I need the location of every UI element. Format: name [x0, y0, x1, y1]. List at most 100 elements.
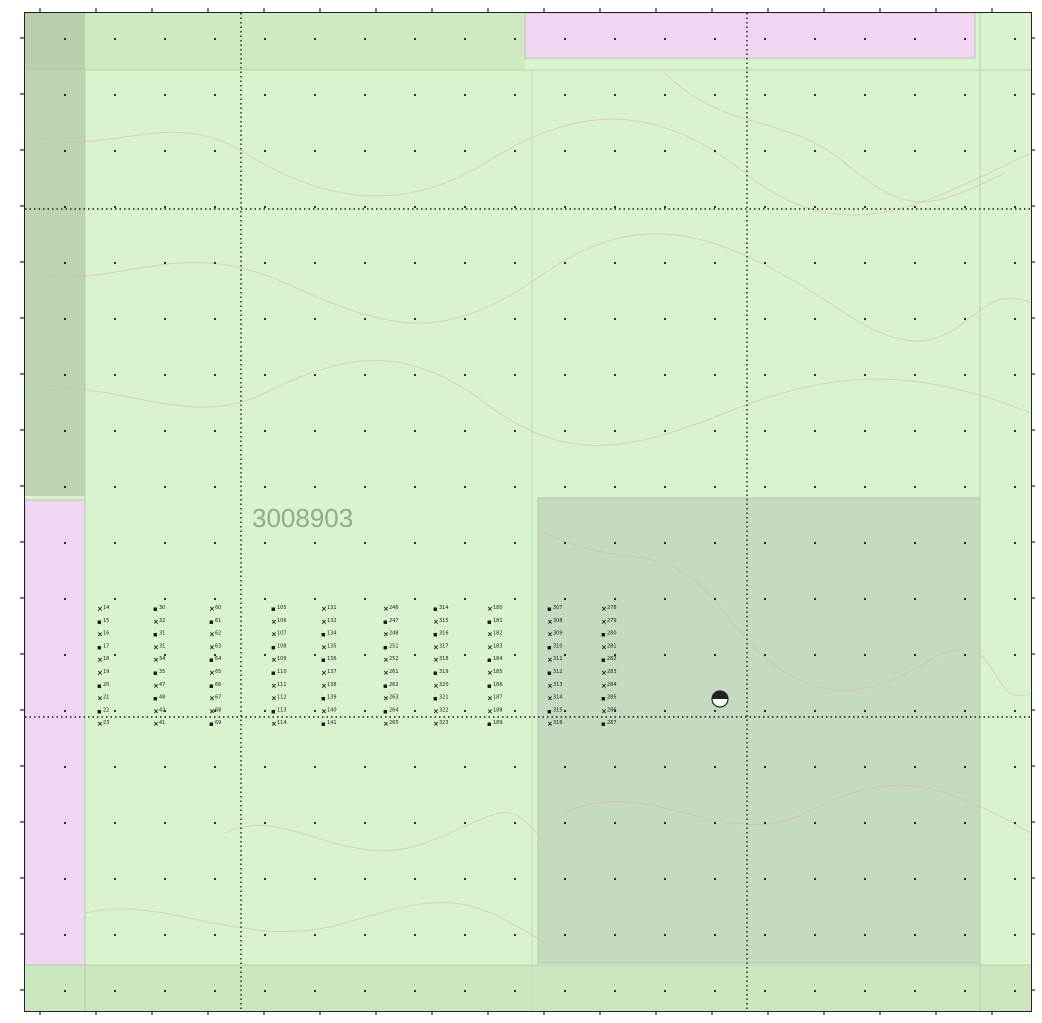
sample-point-icon: × — [97, 720, 103, 728]
grid-dot — [263, 541, 267, 545]
grid-dot — [563, 93, 567, 97]
grid-dot — [763, 261, 767, 265]
sample-point-icon: ▪ — [433, 695, 438, 703]
grid-dot — [463, 653, 467, 657]
sample-point-label: 186 — [493, 682, 503, 688]
grid-dot — [513, 317, 517, 321]
grid-dot — [63, 373, 67, 377]
sample-point-label: 187 — [493, 695, 503, 701]
sample-point-icon: ▪ — [383, 643, 388, 651]
grid-dot — [463, 373, 467, 377]
grid-dot — [513, 93, 517, 97]
grid-dot — [163, 541, 167, 545]
grid-dot — [363, 877, 367, 881]
sample-point-label: 251 — [389, 643, 399, 649]
grid-dot — [113, 37, 117, 41]
grid-dot — [363, 149, 367, 153]
grid-dot — [713, 373, 717, 377]
grid-dot — [513, 877, 517, 881]
grid-dot — [1013, 261, 1017, 265]
bottom-parcel-strip — [25, 965, 1031, 1011]
sample-point-icon: × — [433, 707, 439, 715]
grid-dot — [913, 653, 917, 657]
grid-dot — [663, 205, 667, 209]
grid-dot — [513, 653, 517, 657]
grid-dot — [463, 597, 467, 601]
grid-dot — [813, 989, 817, 993]
grid-dot — [313, 597, 317, 601]
grid-line-layer — [25, 13, 1031, 1011]
grid-dot — [313, 653, 317, 657]
grid-dot — [163, 429, 167, 433]
grid-dot — [713, 989, 717, 993]
sample-point-label: 314 — [439, 605, 449, 611]
grid-dot — [263, 989, 267, 993]
sample-point-label: 112 — [277, 695, 287, 701]
sample-point-icon: ▪ — [153, 605, 158, 613]
grid-dot — [763, 149, 767, 153]
map-frame[interactable]: × 14 ▪ 15 × 16 ▪ 17 × 18 × 19 ▪ 20 × 21 ▪ 22 × 23 ▪ 30 × 32 ▪ 31 ×… — [24, 12, 1032, 1012]
grid-dot — [313, 765, 317, 769]
sample-point-icon: ▪ — [601, 631, 606, 639]
grid-dot — [513, 597, 517, 601]
grid-dot — [63, 709, 67, 713]
grid-dot — [913, 149, 917, 153]
grid-dot — [363, 765, 367, 769]
grid-dot — [863, 541, 867, 545]
sample-point-icon: × — [383, 656, 389, 664]
grid-dot — [213, 821, 217, 825]
sample-point-icon: ▪ — [487, 682, 492, 690]
grid-dot — [813, 37, 817, 41]
grid-dot — [413, 765, 417, 769]
sample-point-label: 263 — [389, 695, 399, 701]
grid-dot — [263, 261, 267, 265]
grid-dot — [413, 261, 417, 265]
grid-dot — [1013, 485, 1017, 489]
sample-point-label: 21 — [103, 695, 109, 701]
grid-dot — [1013, 989, 1017, 993]
grid-dot — [513, 765, 517, 769]
grid-dot — [113, 149, 117, 153]
grid-dot — [663, 653, 667, 657]
map-canvas[interactable]: × 14▪ 15× 16▪ 17× 18× 19▪ 20× 21▪ 22× 23▪ 30× 32▪ 31×… — [25, 13, 1031, 1011]
grid-dot — [463, 37, 467, 41]
grid-dot — [363, 205, 367, 209]
sample-point-label: 141 — [327, 720, 337, 726]
grid-dot — [763, 597, 767, 601]
grid-dot — [263, 149, 267, 153]
sample-point-icon: × — [383, 695, 389, 703]
grid-dot — [763, 93, 767, 97]
sample-point-label: 41 — [159, 720, 165, 726]
sample-point-label: 189 — [493, 720, 503, 726]
sample-point-icon: × — [97, 669, 103, 677]
grid-dot — [863, 821, 867, 825]
grid-dot — [663, 261, 667, 265]
grid-dot — [713, 933, 717, 937]
sample-point-icon: × — [433, 682, 439, 690]
sample-point-icon: × — [601, 618, 607, 626]
grid-dot — [563, 877, 567, 881]
sample-point-label: 34 — [159, 656, 165, 662]
sample-point-icon: × — [433, 720, 439, 728]
sample-point-label: 63 — [215, 643, 221, 649]
sample-point-label: 314 — [553, 695, 563, 701]
grid-dot — [563, 597, 567, 601]
grid-dot — [363, 709, 367, 713]
grid-dot — [313, 485, 317, 489]
grid-dot — [513, 485, 517, 489]
sample-point-label: 137 — [327, 669, 337, 675]
sample-point-icon: × — [153, 720, 159, 728]
grid-dot — [863, 989, 867, 993]
sample-point-icon: ▪ — [321, 656, 326, 664]
grid-dot — [563, 541, 567, 545]
sample-point-icon: ▪ — [209, 618, 214, 626]
sample-point-icon: × — [433, 618, 439, 626]
grid-dot — [763, 653, 767, 657]
pink-parcel-left — [25, 499, 86, 968]
grid-dot — [213, 877, 217, 881]
sample-point-label: 283 — [607, 669, 617, 675]
sample-point-icon: ▪ — [433, 669, 438, 677]
sample-point-label: 184 — [493, 656, 503, 662]
grid-dot — [963, 37, 967, 41]
sample-point-label: 67 — [215, 695, 221, 701]
